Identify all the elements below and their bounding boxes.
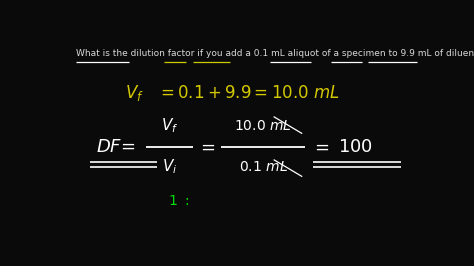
Text: $=$: $=$ bbox=[197, 138, 216, 156]
Text: $V_f$: $V_f$ bbox=[125, 83, 144, 103]
Text: $100$: $100$ bbox=[338, 138, 374, 156]
Text: $= 0.1 + 9.9 = 10.0\ mL$: $= 0.1 + 9.9 = 10.0\ mL$ bbox=[156, 84, 339, 102]
Text: $DF\!=\!$: $DF\!=\!$ bbox=[96, 138, 136, 156]
Text: What is the dilution factor if you add a 0.1 mL aliquot of a specimen to 9.9 mL : What is the dilution factor if you add a… bbox=[76, 49, 474, 58]
Text: $10.0\ mL$: $10.0\ mL$ bbox=[234, 119, 292, 133]
Text: $=$: $=$ bbox=[311, 138, 329, 156]
Text: $V_i$: $V_i$ bbox=[162, 158, 177, 176]
Text: $V_f$: $V_f$ bbox=[161, 117, 178, 135]
Text: $1\ :$: $1\ :$ bbox=[168, 194, 189, 208]
Text: $0.1\ mL$: $0.1\ mL$ bbox=[238, 160, 288, 174]
